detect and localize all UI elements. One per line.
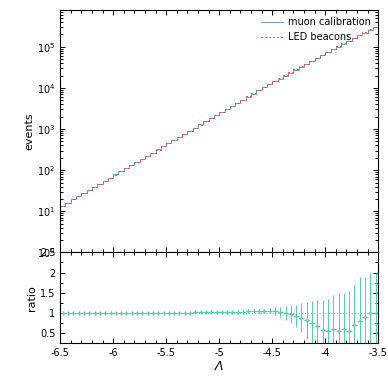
- Line: LED beacons: LED beacons: [60, 27, 378, 206]
- muon calibration: [143, 153, 147, 158]
- muon calibration: [275, 76, 280, 81]
- muon calibration: [365, 30, 370, 35]
- LED beacons: [376, 24, 381, 29]
- Y-axis label: ratio: ratio: [27, 285, 37, 311]
- muon calibration: [371, 25, 375, 29]
- Legend: muon calibration, LED beacons: muon calibration, LED beacons: [258, 15, 373, 45]
- muon calibration: [127, 166, 132, 171]
- LED beacons: [307, 58, 312, 63]
- LED beacons: [143, 153, 147, 158]
- muon calibration: [58, 203, 62, 208]
- Y-axis label: events: events: [24, 112, 34, 150]
- LED beacons: [127, 166, 132, 171]
- LED beacons: [365, 30, 370, 35]
- LED beacons: [275, 76, 280, 81]
- LED beacons: [58, 203, 62, 208]
- muon calibration: [233, 100, 237, 105]
- Line: muon calibration: muon calibration: [60, 27, 378, 206]
- LED beacons: [233, 100, 237, 105]
- muon calibration: [307, 59, 312, 63]
- muon calibration: [376, 25, 381, 29]
- X-axis label: Λ: Λ: [215, 360, 223, 372]
- LED beacons: [371, 24, 375, 29]
